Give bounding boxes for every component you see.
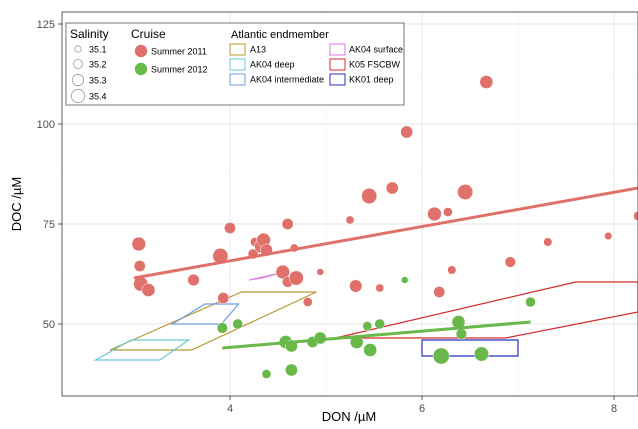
trend-line-summer-2011 xyxy=(133,186,638,280)
data-point-summer-2012 xyxy=(432,347,450,365)
legend-endmember-label-ak04-surface: AK04 surface xyxy=(349,45,403,55)
legend-endmember-key-ak04-intermediate xyxy=(229,73,246,86)
x-tick-label: 8 xyxy=(611,403,617,415)
data-point-summer-2011 xyxy=(479,75,494,89)
data-point-summer-2012 xyxy=(285,363,298,377)
data-point-summer-2011 xyxy=(133,260,146,272)
y-tick-label: 125 xyxy=(37,19,55,31)
y-axis-label: DOC /µM xyxy=(9,177,24,231)
endmember-polygon-ak04-surface xyxy=(249,273,277,281)
data-point-summer-2011 xyxy=(316,268,324,276)
data-point-summer-2011 xyxy=(604,231,613,241)
y-tick-label: 100 xyxy=(37,119,55,131)
legend-salinity-label-4: 35.4 xyxy=(89,92,107,102)
plot-panel-border xyxy=(61,11,638,397)
x-tick-label: 6 xyxy=(419,403,425,415)
data-point-summer-2011 xyxy=(281,218,294,230)
legend-salinity-label-2: 35.2 xyxy=(89,60,107,70)
endmember-polygons xyxy=(93,273,638,361)
legend-endmember-label-ak04-deep: AK04 deep xyxy=(250,60,295,70)
data-point-summer-2011 xyxy=(275,264,290,280)
data-point-summer-2011 xyxy=(633,211,638,221)
data-point-summer-2011 xyxy=(433,286,446,298)
data-point-summer-2012 xyxy=(362,321,373,331)
data-point-summer-2012 xyxy=(363,343,378,357)
legend-endmember-label-a13: A13 xyxy=(250,45,266,55)
data-point-summer-2012 xyxy=(216,322,228,334)
data-point-summer-2011 xyxy=(400,125,414,139)
data-point-summer-2011 xyxy=(375,283,385,293)
y-tick-label: 75 xyxy=(43,219,55,231)
data-point-summer-2011 xyxy=(302,297,313,307)
legend-endmember-label-kk01-deep: KK01 deep xyxy=(349,75,394,85)
data-point-summer-2011 xyxy=(543,237,553,247)
data-point-summer-2011 xyxy=(457,184,474,200)
data-point-summer-2011 xyxy=(288,270,304,286)
data-point-summer-2012 xyxy=(374,318,386,330)
legend-salinity-marker-1 xyxy=(74,45,82,53)
x-axis-label: DON /µM xyxy=(322,409,376,424)
legend-endmember-label-k05-fscbw: K05 FSCBW xyxy=(349,60,401,70)
data-point-summer-2011 xyxy=(443,207,453,217)
legend-cruise-label-summer-2012: Summer 2012 xyxy=(151,65,208,75)
data-point-summer-2011 xyxy=(141,283,156,297)
data-point-summer-2011 xyxy=(345,215,355,225)
legend-cruise-label-summer-2011: Summer 2011 xyxy=(151,47,207,57)
data-point-summer-2011 xyxy=(131,236,146,252)
x-tick-label: 4 xyxy=(227,403,233,415)
legend-box xyxy=(65,22,405,106)
data-point-summer-2011 xyxy=(447,265,457,275)
legend-salinity-label-1: 35.1 xyxy=(89,45,107,55)
legend-salinity-marker-2 xyxy=(73,59,83,69)
y-tick-label: 50 xyxy=(43,319,55,331)
data-point-summer-2012 xyxy=(474,346,490,362)
data-point-summer-2011 xyxy=(361,188,378,204)
endmember-polygon-ak04-intermediate xyxy=(170,303,240,325)
legend-endmember-title: Atlantic endmember xyxy=(231,29,329,41)
data-point-summer-2012 xyxy=(261,369,272,379)
data-point-summer-2012 xyxy=(525,296,536,308)
data-point-summer-2011 xyxy=(224,222,236,234)
data-point-summer-2012 xyxy=(232,318,243,330)
legend-endmember-key-k05-fscbw xyxy=(329,58,346,71)
legend-salinity-marker-4 xyxy=(70,88,86,104)
legend-endmember-key-a13 xyxy=(229,43,246,56)
data-point-summer-2011 xyxy=(427,206,442,222)
data-point-summer-2011 xyxy=(385,181,399,195)
axes: 4 6 8 50 75 100 125 xyxy=(37,19,617,415)
data-point-summer-2011 xyxy=(504,256,516,268)
legend-endmember-key-kk01-deep xyxy=(329,73,346,86)
data-point-summer-2012 xyxy=(400,276,409,284)
legend-salinity-marker-3 xyxy=(71,73,85,87)
legend-endmember-key-ak04-surface xyxy=(329,43,346,56)
legend-cruise-marker-summer-2012 xyxy=(134,62,148,76)
data-point-summer-2012 xyxy=(455,328,467,340)
data-point-summer-2011 xyxy=(349,279,363,293)
legend: Salinity 35.1 35.2 35.3 35.4 Cruise Summ… xyxy=(65,22,405,106)
endmember-polygon-ak04-deep xyxy=(93,339,191,361)
legend-salinity-title: Salinity xyxy=(70,27,109,41)
trend-line-summer-2012 xyxy=(222,320,531,350)
legend-cruise-title: Cruise xyxy=(131,27,166,41)
trend-lines xyxy=(133,186,638,350)
legend-endmember-key-ak04-deep xyxy=(229,58,246,71)
legend-endmember-label-ak04-intermediate: AK04 intermediate xyxy=(250,75,324,85)
legend-salinity-label-3: 35.3 xyxy=(89,76,107,86)
data-point-summer-2011 xyxy=(187,273,200,287)
data-point-summer-2011 xyxy=(217,292,230,304)
legend-cruise-marker-summer-2011 xyxy=(134,44,148,58)
endmember-polygon-a13 xyxy=(109,291,317,351)
endmember-polygon-k05-fscbw xyxy=(335,281,638,339)
